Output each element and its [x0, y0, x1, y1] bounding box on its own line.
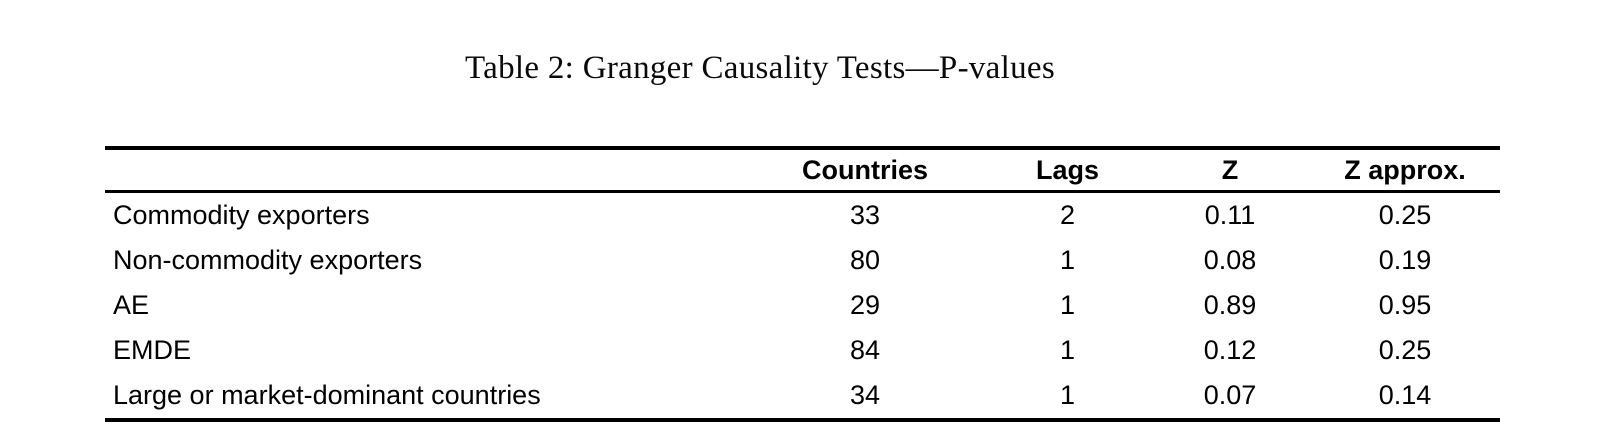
table-row: EMDE 84 1 0.12 0.25 [105, 328, 1500, 373]
row-label: Non-commodity exporters [113, 245, 423, 275]
cell-lags: 1 [1059, 245, 1076, 275]
cell-countries: 33 [849, 200, 881, 230]
cell-lags: 1 [1059, 290, 1076, 320]
row-label: EMDE [113, 335, 192, 365]
column-header-z-approx: Z approx. [1310, 148, 1500, 193]
table-row: Large or market-dominant countries 34 1 … [105, 373, 1500, 420]
cell-z: 0.89 [1203, 290, 1257, 320]
cell-countries: 34 [849, 380, 881, 410]
column-header-lags: Lags [985, 148, 1150, 193]
cell-countries: 29 [849, 290, 881, 320]
cell-z-approx: 0.25 [1378, 335, 1432, 365]
cell-z: 0.11 [1204, 200, 1256, 230]
cell-z: 0.12 [1203, 335, 1257, 365]
cell-lags: 1 [1059, 380, 1076, 410]
column-header-countries: Countries [745, 148, 985, 193]
column-header-blank [105, 148, 745, 193]
cell-z: 0.08 [1203, 245, 1257, 275]
granger-causality-table: Countries Lags Z Z approx. Commodity exp… [105, 146, 1500, 422]
page-title: Table 2: Granger Causality Tests—P-value… [465, 50, 1055, 86]
row-label: AE [113, 290, 150, 320]
cell-z-approx: 0.25 [1378, 200, 1432, 230]
table-header-row: Countries Lags Z Z approx. [105, 148, 1500, 193]
table-row: Commodity exporters 33 2 0.11 0.25 [105, 192, 1500, 239]
column-header-z: Z [1150, 148, 1310, 193]
table-row: AE 29 1 0.89 0.95 [105, 283, 1500, 328]
cell-lags: 1 [1059, 335, 1076, 365]
cell-countries: 84 [849, 335, 881, 365]
cell-z-approx: 0.95 [1378, 290, 1432, 320]
cell-lags: 2 [1059, 200, 1076, 230]
cell-countries: 80 [849, 245, 881, 275]
cell-z: 0.07 [1203, 380, 1257, 410]
cell-z-approx: 0.19 [1378, 245, 1432, 275]
cell-z-approx: 0.14 [1378, 380, 1432, 410]
row-label: Commodity exporters [113, 200, 370, 230]
table-caption: Table 2: Granger Causality Tests—P-value… [0, 50, 1520, 87]
table-row: Non-commodity exporters 80 1 0.08 0.19 [105, 238, 1500, 283]
row-label: Large or market-dominant countries [113, 380, 541, 410]
